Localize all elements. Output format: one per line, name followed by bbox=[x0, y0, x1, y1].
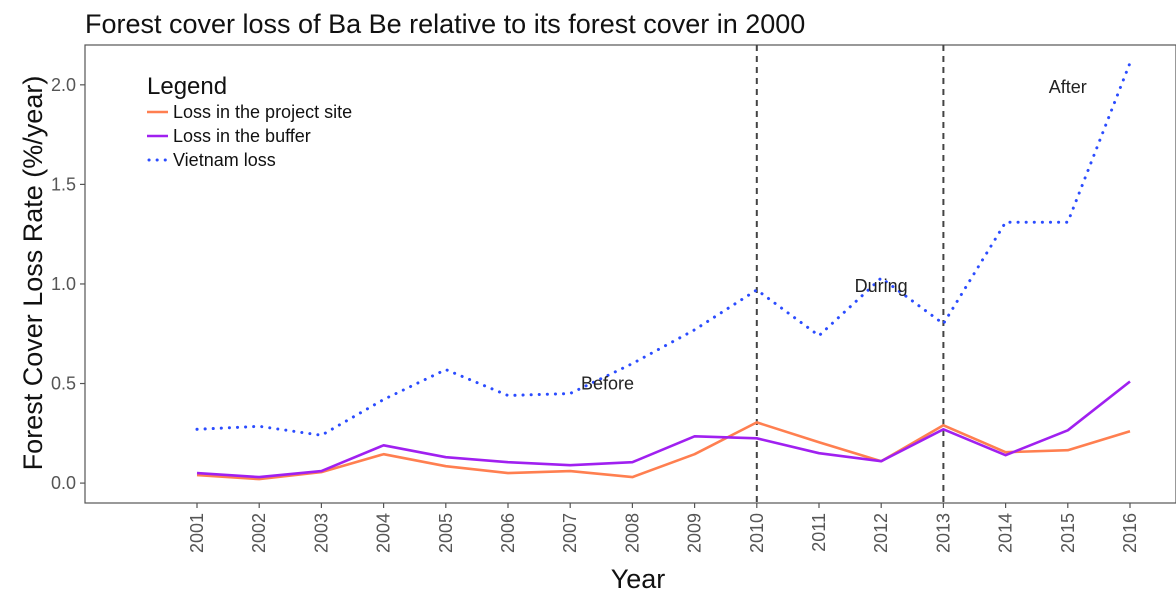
x-tick-label: 2010 bbox=[747, 513, 767, 553]
y-tick-label: 0.0 bbox=[51, 473, 76, 493]
y-tick-label: 1.0 bbox=[51, 274, 76, 294]
period-dividers bbox=[755, 45, 945, 503]
x-tick-label: 2003 bbox=[311, 513, 331, 553]
legend-label: Loss in the project site bbox=[173, 102, 352, 122]
y-tick-label: 0.5 bbox=[51, 374, 76, 394]
y-axis-label: Forest Cover Loss Rate (%/year) bbox=[18, 76, 48, 471]
x-tick-label: 2013 bbox=[933, 513, 953, 553]
x-tick-label: 2006 bbox=[498, 513, 518, 553]
period-annotation: Before bbox=[581, 374, 634, 394]
series-lines bbox=[195, 61, 1132, 481]
y-tick-label: 2.0 bbox=[51, 75, 76, 95]
period-annotation: During bbox=[855, 276, 908, 296]
y-axis: 0.0 0.5 1.0 1.5 2.0 bbox=[51, 75, 85, 493]
x-tick-label: 2016 bbox=[1120, 513, 1140, 553]
chart-title: Forest cover loss of Ba Be relative to i… bbox=[85, 9, 805, 39]
x-axis-label: Year bbox=[611, 564, 666, 594]
legend: Legend Loss in the project site Loss in t… bbox=[147, 73, 352, 170]
x-axis: 2001 2002 2003 2004 2005 2006 2007 2008 2009 2010… bbox=[187, 503, 1140, 553]
y-tick-label: 1.5 bbox=[51, 174, 76, 194]
legend-title: Legend bbox=[147, 73, 227, 100]
plot-panel-border bbox=[84, 44, 1176, 504]
series-line bbox=[196, 380, 1131, 479]
x-tick-label: 2009 bbox=[685, 513, 705, 553]
x-tick-label: 2011 bbox=[809, 513, 829, 552]
x-tick-label: 2001 bbox=[187, 513, 207, 553]
x-tick-label: 2014 bbox=[996, 513, 1016, 553]
x-tick-label: 2015 bbox=[1058, 513, 1078, 553]
x-tick-label: 2005 bbox=[436, 513, 456, 553]
series-line bbox=[196, 421, 1131, 481]
period-annotations: Before During After bbox=[581, 77, 1087, 394]
x-tick-label: 2002 bbox=[249, 513, 269, 553]
period-annotation: After bbox=[1049, 77, 1087, 97]
x-tick-label: 2008 bbox=[622, 513, 642, 553]
x-tick-label: 2012 bbox=[871, 513, 891, 553]
series-line bbox=[195, 61, 1132, 437]
x-tick-label: 2004 bbox=[374, 513, 394, 553]
x-tick-label: 2007 bbox=[560, 513, 580, 553]
legend-label: Vietnam loss bbox=[173, 150, 276, 170]
legend-label: Loss in the buffer bbox=[173, 126, 311, 146]
